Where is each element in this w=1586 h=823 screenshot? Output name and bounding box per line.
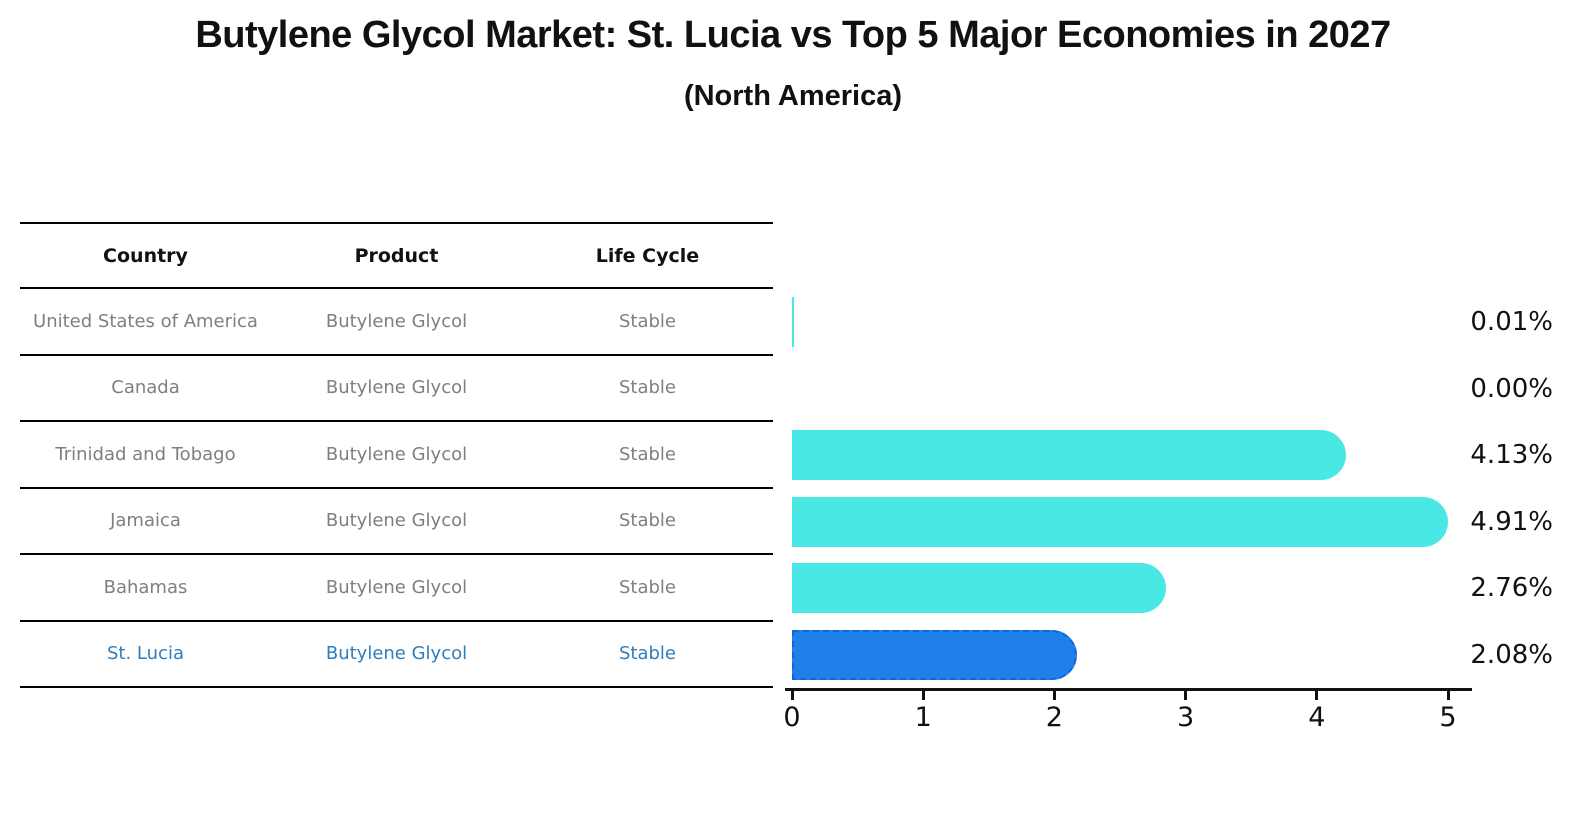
x-axis-tick xyxy=(1315,691,1319,700)
bar xyxy=(792,430,1346,481)
chart-subtitle: (North America) xyxy=(683,80,903,112)
x-axis-tick-label: 1 xyxy=(914,702,932,733)
column-header-country: Country xyxy=(103,244,188,267)
x-axis-tick-label: 5 xyxy=(1439,702,1457,733)
x-axis-tick-label: 0 xyxy=(783,702,801,733)
table-cell-country: Canada xyxy=(111,377,180,399)
table-cell-life-cycle: Stable xyxy=(618,377,676,399)
table-row: United States of America Butylene Glycol S… xyxy=(20,289,773,356)
table-cell-product: Butylene Glycol xyxy=(325,443,468,465)
bar xyxy=(792,297,794,348)
table-cell-product: Butylene Glycol xyxy=(325,643,468,665)
table-cell-country: United States of America xyxy=(33,310,258,332)
x-axis-tick xyxy=(1184,691,1188,700)
table-cell-product: Butylene Glycol xyxy=(325,310,468,332)
table-cell-life-cycle: Stable xyxy=(618,310,676,332)
x-axis-tick-label: 4 xyxy=(1308,702,1326,733)
bar-chart-area xyxy=(792,289,1512,688)
table-cell-product: Butylene Glycol xyxy=(325,576,468,598)
bar xyxy=(792,563,1167,614)
x-axis-tick-label: 3 xyxy=(1177,702,1195,733)
table-row: Jamaica Butylene Glycol Stable xyxy=(20,489,773,555)
x-axis-line xyxy=(785,688,1472,691)
table-cell-life-cycle: Stable xyxy=(618,510,676,532)
x-axis-tick xyxy=(790,691,794,700)
bar xyxy=(792,496,1449,547)
table-cell-life-cycle: Stable xyxy=(618,576,676,598)
table-cell-life-cycle: Stable xyxy=(618,643,676,665)
table-cell-product: Butylene Glycol xyxy=(325,377,468,399)
x-axis-tick xyxy=(1052,691,1056,700)
table-cell-country: Jamaica xyxy=(110,510,181,532)
table-cell-product: Butylene Glycol xyxy=(325,510,468,532)
table-row: Bahamas Butylene Glycol Stable xyxy=(20,555,773,622)
x-axis-tick-label: 2 xyxy=(1045,702,1063,733)
chart-title: Butylene Glycol Market: St. Lucia vs Top… xyxy=(195,14,1391,56)
table-cell-country: Trinidad and Tobago xyxy=(55,443,236,465)
table-row: Trinidad and Tobago Butylene Glycol Stable xyxy=(20,422,773,489)
table-cell-life-cycle: Stable xyxy=(618,443,676,465)
column-header-life-cycle: Life Cycle xyxy=(595,244,700,267)
table-body: United States of America Butylene Glycol S… xyxy=(20,289,773,688)
bar-highlight xyxy=(792,629,1077,680)
table-cell-country: Bahamas xyxy=(103,576,188,598)
column-header-product: Product xyxy=(354,244,439,267)
country-table: Country Product Life Cycle United States… xyxy=(20,222,773,688)
x-axis-tick xyxy=(1446,691,1450,700)
x-axis-tick xyxy=(921,691,925,700)
table-header-row: Country Product Life Cycle xyxy=(20,222,773,289)
table-row: Canada Butylene Glycol Stable xyxy=(20,356,773,422)
table-row: St. Lucia Butylene Glycol Stable xyxy=(20,622,773,688)
table-cell-country: St. Lucia xyxy=(107,643,184,665)
